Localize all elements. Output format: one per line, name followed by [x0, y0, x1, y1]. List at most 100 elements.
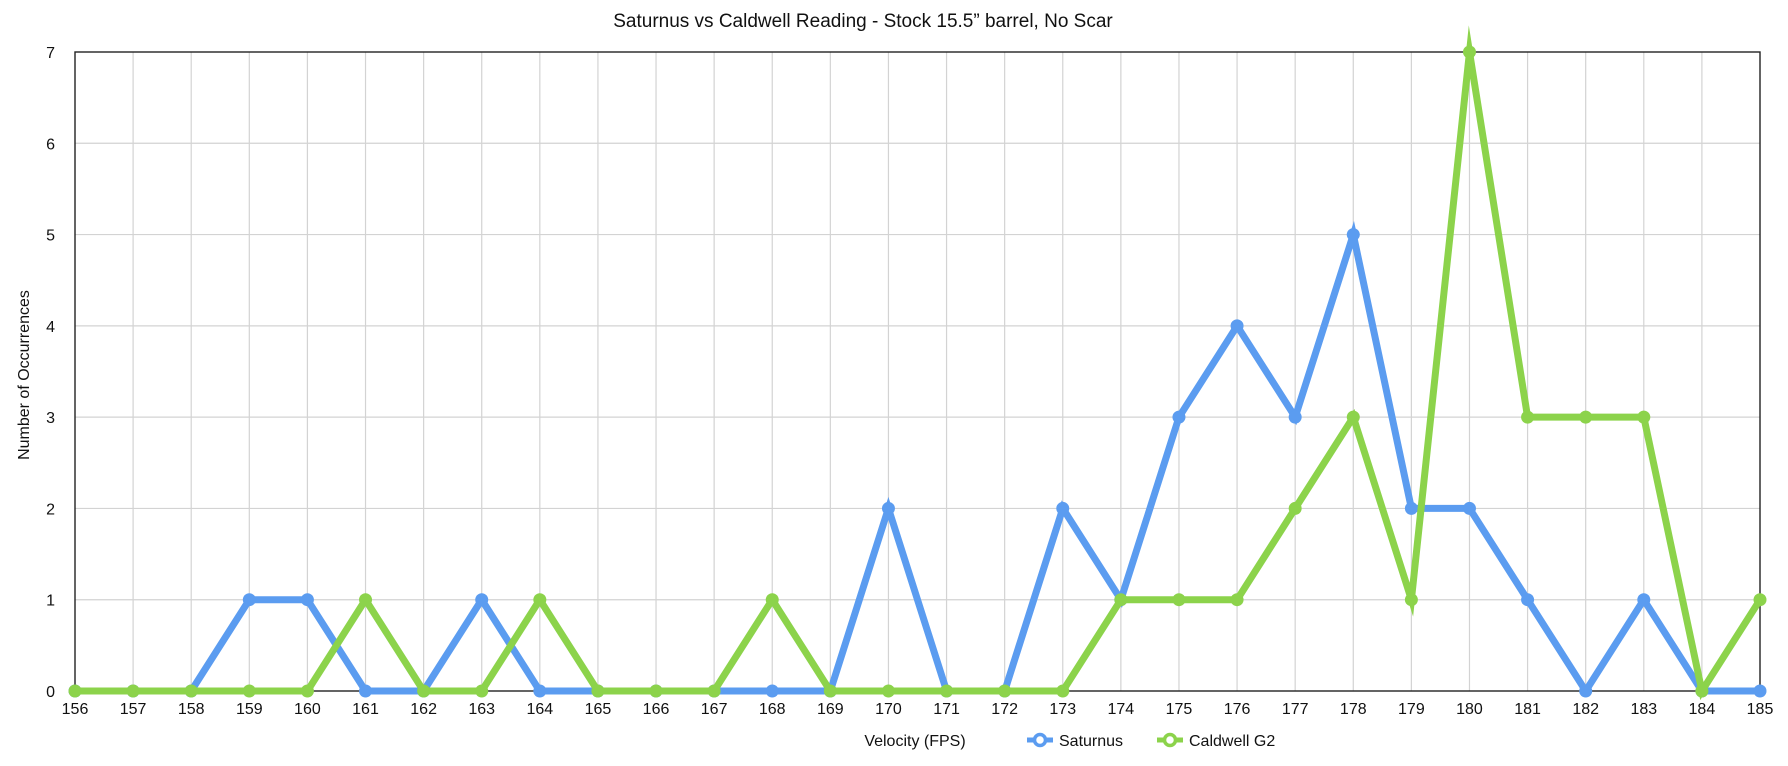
- x-tick-label: 162: [410, 701, 437, 718]
- data-point: [242, 684, 256, 698]
- y-tick-label: 1: [46, 593, 55, 610]
- x-tick-label: 173: [1049, 701, 1076, 718]
- y-tick-label: 7: [46, 45, 55, 62]
- data-point: [359, 684, 373, 698]
- legend-label: Saturnus: [1059, 733, 1123, 750]
- data-point: [1288, 501, 1302, 515]
- x-axis-label: Velocity (FPS): [864, 733, 965, 750]
- data-point: [1288, 410, 1302, 424]
- x-tick-label: 168: [759, 701, 786, 718]
- data-point: [707, 684, 721, 698]
- data-point: [1637, 410, 1651, 424]
- data-point: [1521, 593, 1535, 607]
- data-point: [1579, 684, 1593, 698]
- x-tick-label: 170: [875, 701, 902, 718]
- y-tick-label: 4: [46, 319, 55, 336]
- x-tick-label: 166: [643, 701, 670, 718]
- x-tick-label: 174: [1108, 701, 1135, 718]
- data-point: [1753, 593, 1767, 607]
- chart-title: Saturnus vs Caldwell Reading - Stock 15.…: [613, 11, 1113, 32]
- x-tick-label: 177: [1282, 701, 1309, 718]
- x-tick-label: 184: [1689, 701, 1716, 718]
- data-point: [1346, 410, 1360, 424]
- data-point: [1695, 684, 1709, 698]
- data-point: [1462, 501, 1476, 515]
- x-tick-label: 183: [1630, 701, 1657, 718]
- x-tick-label: 167: [701, 701, 728, 718]
- data-point: [184, 684, 198, 698]
- data-point: [1172, 593, 1186, 607]
- x-tick-label: 161: [352, 701, 379, 718]
- data-point: [242, 593, 256, 607]
- data-point: [1579, 410, 1593, 424]
- x-tick-label: 163: [468, 701, 495, 718]
- data-point: [1404, 593, 1418, 607]
- x-tick-label: 180: [1456, 701, 1483, 718]
- x-tick-label: 185: [1747, 701, 1774, 718]
- series-line: [75, 220, 1760, 698]
- x-tick-label: 157: [120, 701, 147, 718]
- legend-item: Saturnus: [1027, 732, 1123, 750]
- y-tick-label: 0: [46, 684, 55, 701]
- x-tick-label: 159: [236, 701, 263, 718]
- x-tick-label: 158: [178, 701, 205, 718]
- data-point: [823, 684, 837, 698]
- legend-item: Caldwell G2: [1157, 732, 1275, 750]
- data-point: [1056, 501, 1070, 515]
- x-tick-label: 169: [817, 701, 844, 718]
- data-point: [881, 501, 895, 515]
- data-point: [998, 684, 1012, 698]
- data-point: [1637, 593, 1651, 607]
- legend: Saturnus Caldwell G2: [1027, 732, 1275, 750]
- data-point: [1346, 228, 1360, 242]
- data-point: [475, 684, 489, 698]
- x-tick-label: 175: [1166, 701, 1193, 718]
- data-point: [1404, 501, 1418, 515]
- x-tick-label: 182: [1572, 701, 1599, 718]
- data-point: [533, 684, 547, 698]
- y-tick-label: 5: [46, 228, 55, 245]
- y-axis-label: Number of Occurrences: [16, 290, 33, 460]
- y-tick-label: 2: [46, 501, 55, 518]
- data-point: [649, 684, 663, 698]
- data-point: [359, 593, 373, 607]
- y-tick-label: 3: [46, 410, 55, 427]
- data-point: [1230, 593, 1244, 607]
- data-point: [1114, 593, 1128, 607]
- x-tick-label: 176: [1224, 701, 1251, 718]
- axes: 156 157 158 159 160 161 162 163 164 165 166 167 168 1…: [46, 45, 1773, 718]
- x-tick-label: 179: [1398, 701, 1425, 718]
- series-line: [75, 25, 1763, 701]
- data-point: [1753, 684, 1767, 698]
- data-point: [300, 593, 314, 607]
- data-point: [881, 684, 895, 698]
- data-point: [300, 684, 314, 698]
- legend-swatch-marker: [1032, 732, 1048, 748]
- x-tick-label: 160: [294, 701, 321, 718]
- data-point: [1230, 319, 1244, 333]
- x-tick-label: 171: [933, 701, 960, 718]
- data-point: [1172, 410, 1186, 424]
- data-point: [475, 593, 489, 607]
- x-tick-label: 172: [991, 701, 1018, 718]
- data-point: [1462, 45, 1476, 59]
- data-point: [940, 684, 954, 698]
- data-point: [1056, 684, 1070, 698]
- x-tick-label: 164: [526, 701, 553, 718]
- legend-swatch-marker: [1162, 732, 1178, 748]
- data-point: [417, 684, 431, 698]
- data-point: [765, 684, 779, 698]
- data-point: [591, 684, 605, 698]
- y-tick-label: 6: [46, 136, 55, 153]
- x-tick-label: 156: [62, 701, 89, 718]
- data-point: [126, 684, 140, 698]
- data-point: [765, 593, 779, 607]
- data-point: [1521, 410, 1535, 424]
- series-caldwell-g2: [68, 25, 1767, 701]
- data-point: [68, 684, 82, 698]
- x-tick-label: 165: [585, 701, 612, 718]
- series-layer: [68, 25, 1767, 701]
- x-tick-label: 178: [1340, 701, 1367, 718]
